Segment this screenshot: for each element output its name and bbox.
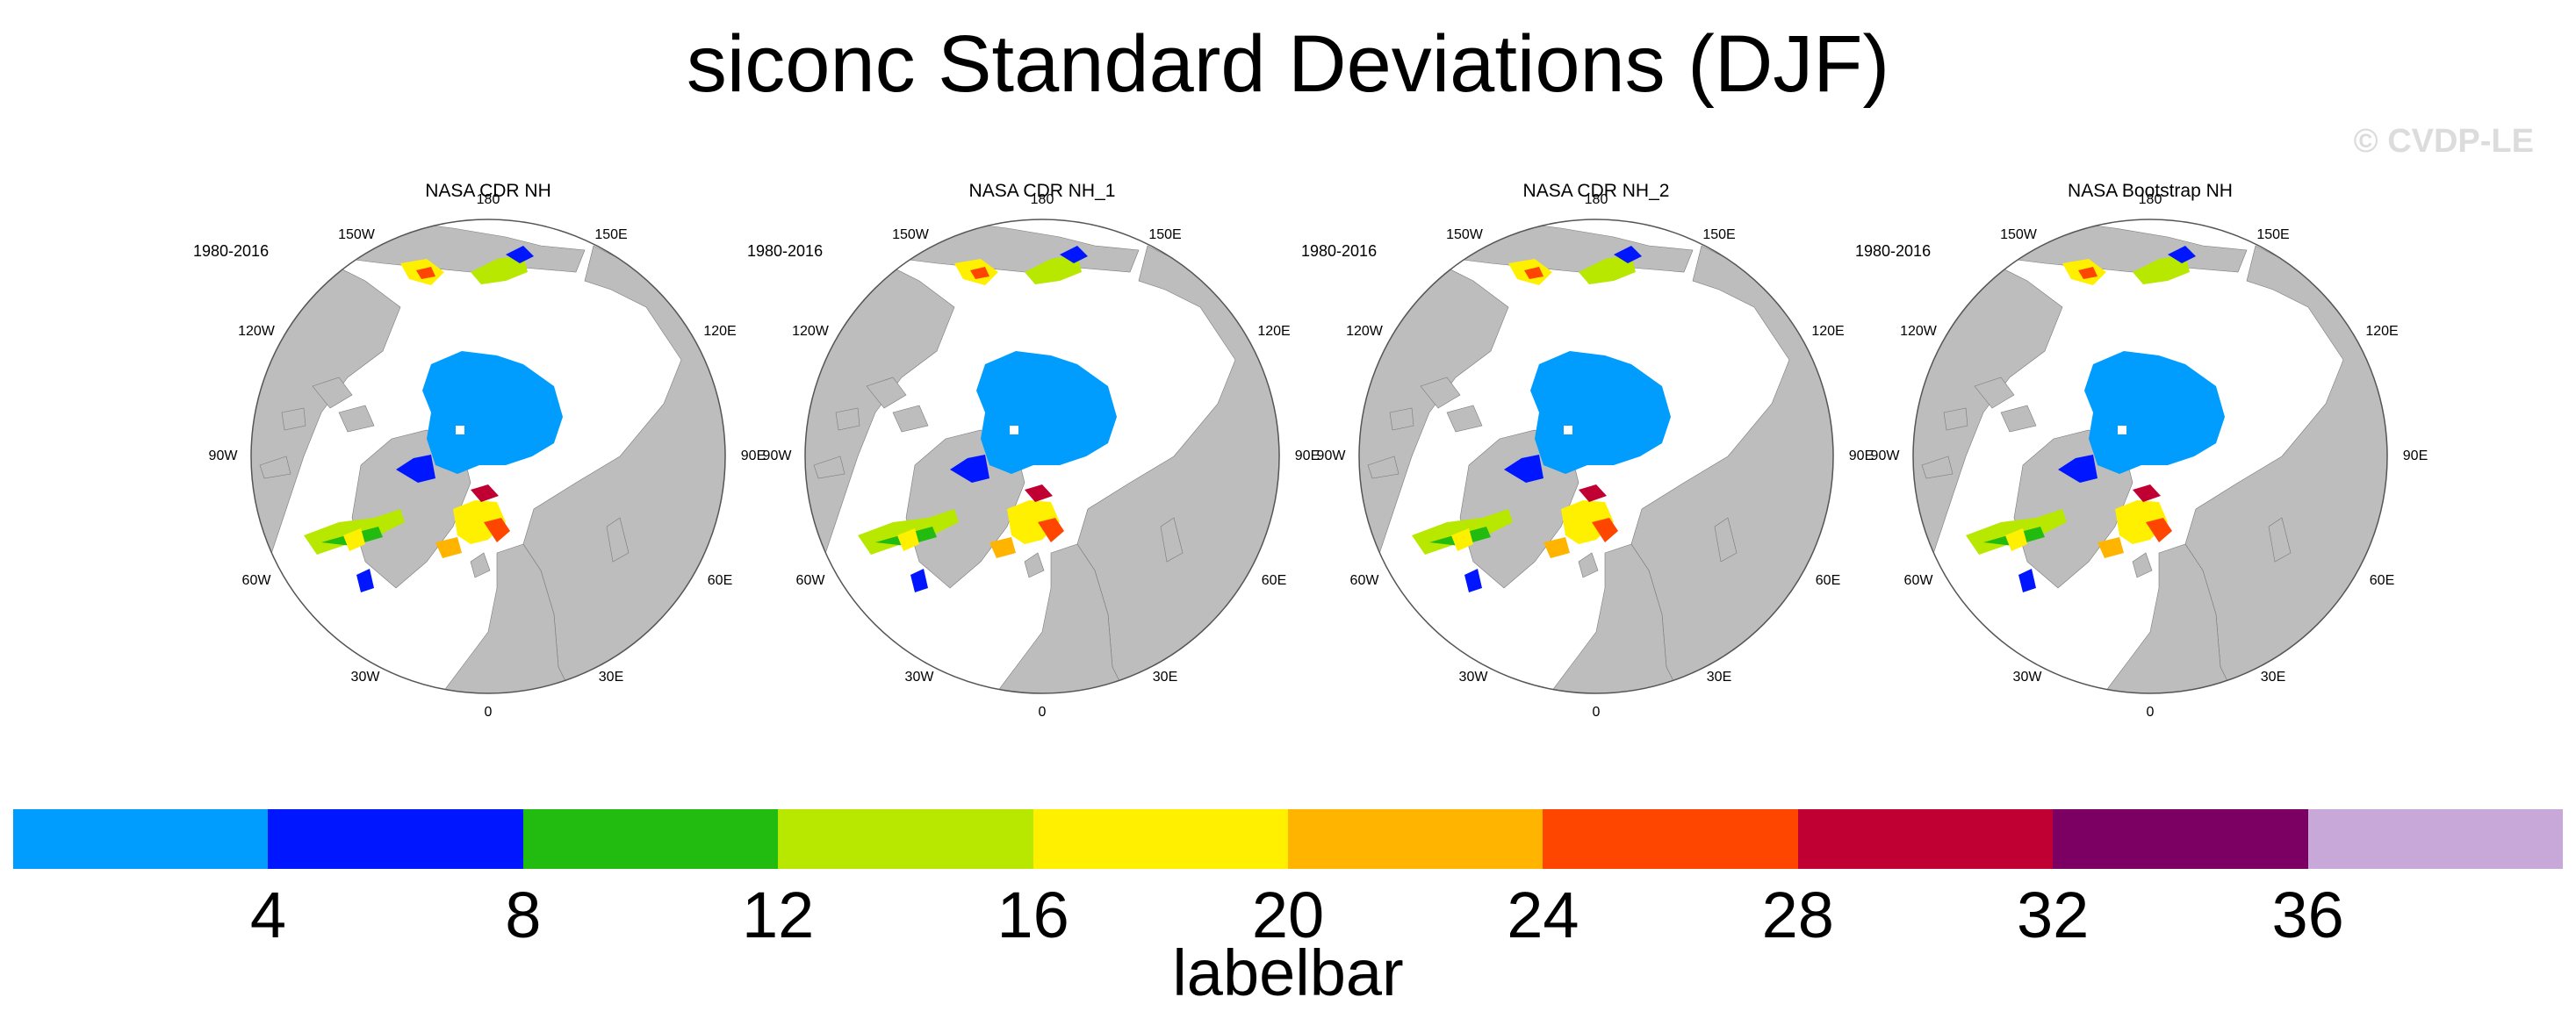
longitude-label: 90E (1848, 448, 1874, 463)
labelbar-tick-label: 16 (997, 879, 1069, 951)
panel-period: 1980-2016 (1301, 242, 1378, 260)
longitude-label: 150W (338, 227, 375, 242)
longitude-label: 120E (2365, 324, 2399, 339)
labelbar-swatch (1033, 809, 1289, 869)
longitude-label: 0 (2146, 705, 2155, 720)
polar-map (804, 219, 1280, 694)
longitude-label: 30E (1152, 670, 1178, 685)
panel-period: 1980-2016 (747, 242, 824, 260)
longitude-label: 30W (350, 670, 380, 685)
labelbar-title: labelbar (1172, 936, 1404, 1009)
longitude-label: 150W (2000, 227, 2037, 242)
longitude-label: 150E (1702, 227, 1736, 242)
longitude-label: 180 (476, 192, 500, 207)
longitude-label: 120W (1346, 324, 1383, 339)
longitude-label: 60E (2369, 573, 2395, 588)
figure-title: siconc Standard Deviations (DJF) (686, 19, 1890, 109)
longitude-label: 150E (2256, 227, 2290, 242)
labelbar-tick-label: 32 (2017, 879, 2090, 951)
longitude-label: 90W (762, 448, 792, 463)
longitude-label: 0 (1592, 705, 1601, 720)
longitude-label: 0 (484, 705, 493, 720)
longitude-label: 30W (2012, 670, 2042, 685)
labelbar-tick-label: 20 (1251, 879, 1325, 951)
panel-title: NASA CDR NH_1 (968, 181, 1116, 201)
longitude-label: 60W (1903, 573, 1933, 588)
labelbar-swatch (522, 809, 779, 869)
longitude-label: 120W (238, 324, 275, 339)
polar-map (1358, 219, 1834, 694)
longitude-label: 30E (2260, 670, 2286, 685)
longitude-label: 120W (1900, 324, 1937, 339)
labelbar-tick-label: 36 (2271, 879, 2344, 951)
longitude-label: 90E (740, 448, 766, 463)
longitude-label: 90W (1316, 448, 1346, 463)
labelbar-swatch (1288, 809, 1543, 869)
polar-map (1912, 219, 2388, 694)
longitude-label: 90W (1870, 448, 1900, 463)
color-labelbar (13, 809, 2564, 869)
longitude-label: 150W (1446, 227, 1483, 242)
longitude-label: 150E (1148, 227, 1182, 242)
longitude-label: 60E (1815, 573, 1841, 588)
labelbar-swatch (1543, 809, 1798, 869)
labelbar-tick-label: 28 (1761, 879, 1834, 951)
longitude-label: 60E (707, 573, 733, 588)
watermark: © CVDP-LE (2353, 123, 2534, 160)
panel-period: 1980-2016 (1855, 242, 1932, 260)
longitude-label: 90E (1294, 448, 1320, 463)
longitude-label: 60W (1349, 573, 1379, 588)
labelbar-swatch (2053, 809, 2308, 869)
labelbar-tick-label: 12 (742, 879, 815, 951)
labelbar-tick-label: 4 (249, 879, 286, 951)
longitude-label: 0 (1038, 705, 1047, 720)
longitude-label: 30W (904, 670, 934, 685)
longitude-label: 180 (2138, 192, 2162, 207)
labelbar-tick-label: 8 (505, 879, 542, 951)
longitude-label: 180 (1584, 192, 1608, 207)
longitude-label: 180 (1030, 192, 1054, 207)
labelbar-swatch (2307, 809, 2564, 869)
longitude-label: 60W (795, 573, 825, 588)
panel-title: NASA Bootstrap NH (2068, 181, 2233, 201)
panel-period: 1980-2016 (193, 242, 270, 260)
map-panel: NASA CDR NH 1980-2016 180 150E 120E 90E 60E 30E… (193, 176, 769, 737)
longitude-label: 150W (892, 227, 929, 242)
longitude-label: 90W (208, 448, 238, 463)
map-panel: NASA Bootstrap NH 1980-2016 180 150E 120E 90E… (1855, 176, 2431, 737)
map-panel: NASA CDR NH_2 1980-2016 180 150E 120E 90E 60E 3… (1301, 176, 1877, 737)
labelbar-swatch (268, 809, 523, 869)
labelbar-swatch (13, 809, 269, 869)
map-panel: NASA CDR NH_1 1980-2016 180 150E 120E 90E 60E 3… (747, 176, 1323, 737)
longitude-label: 120E (1811, 324, 1845, 339)
polar-map (250, 219, 726, 694)
longitude-label: 90E (2402, 448, 2428, 463)
longitude-label: 120W (792, 324, 829, 339)
longitude-label: 120E (1257, 324, 1291, 339)
longitude-label: 60E (1261, 573, 1287, 588)
longitude-label: 30W (1458, 670, 1488, 685)
panel-title: NASA CDR NH (425, 181, 551, 201)
longitude-label: 120E (703, 324, 737, 339)
labelbar-swatch (1797, 809, 2054, 869)
labelbar-tick-label: 24 (1507, 879, 1579, 951)
panel-title: NASA CDR NH_2 (1522, 181, 1670, 201)
longitude-label: 60W (241, 573, 271, 588)
labelbar-swatch (778, 809, 1033, 869)
longitude-label: 150E (594, 227, 628, 242)
longitude-label: 30E (1706, 670, 1732, 685)
longitude-label: 30E (598, 670, 624, 685)
